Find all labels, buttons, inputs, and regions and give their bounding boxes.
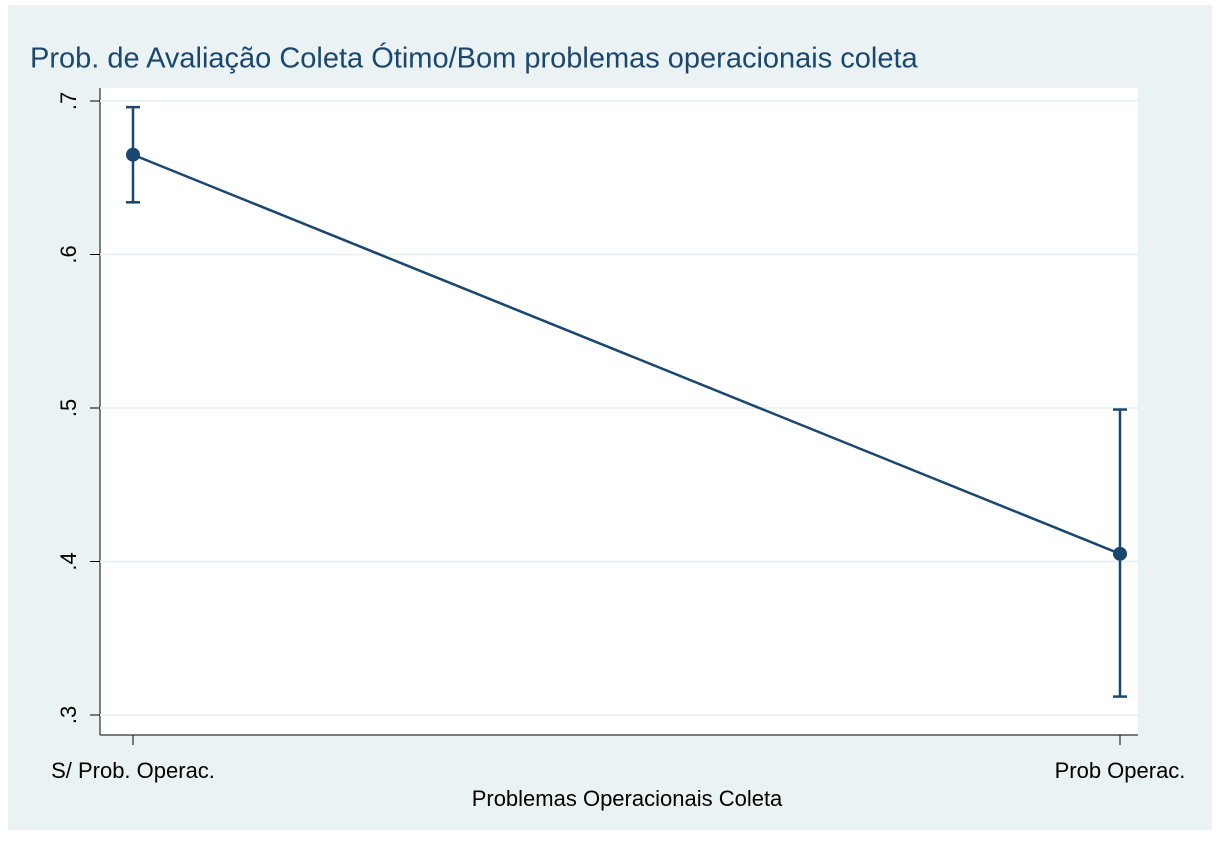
y-tick-label: .7 xyxy=(56,92,81,110)
chart-title: Prob. de Avaliação Coleta Ótimo/Bom prob… xyxy=(30,42,919,75)
y-tick-label: .6 xyxy=(56,245,81,263)
y-tick-label: .4 xyxy=(56,552,81,570)
x-axis-label: Problemas Operacionais Coleta xyxy=(472,786,783,811)
x-tick-label: Prob Operac. xyxy=(1055,758,1186,783)
plot-area xyxy=(100,88,1138,735)
data-point xyxy=(1113,546,1127,561)
y-tick-label: .3 xyxy=(56,706,81,724)
data-point xyxy=(126,147,140,162)
y-tick-label: .5 xyxy=(56,399,81,417)
x-tick-label: S/ Prob. Operac. xyxy=(51,758,215,783)
series-line xyxy=(132,153,1121,555)
